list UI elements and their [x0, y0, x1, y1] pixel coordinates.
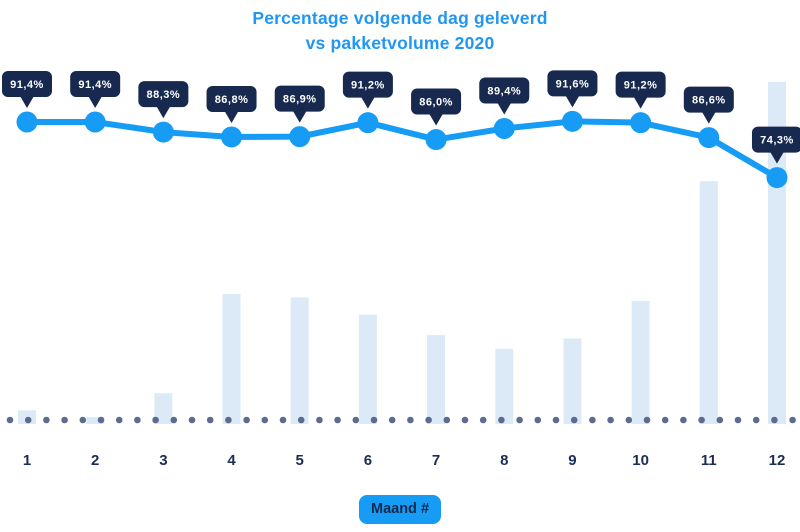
value-badge-month-3: 88,3% — [138, 81, 189, 119]
volume-bar-month-12 — [767, 82, 786, 424]
value-badge-month-10: 91,2% — [615, 71, 666, 109]
line-marker-month-11 — [698, 127, 720, 149]
svg-text:89,4%: 89,4% — [487, 86, 521, 98]
volume-bar-month-6 — [358, 314, 377, 424]
line-marker-month-10 — [630, 112, 652, 134]
svg-text:91,4%: 91,4% — [10, 79, 44, 91]
volume-bar-month-5 — [290, 297, 309, 424]
value-badge-month-2: 91,4% — [70, 71, 121, 108]
line-marker-month-12 — [766, 167, 788, 189]
svg-text:86,8%: 86,8% — [215, 94, 249, 106]
value-badge-month-7: 86,0% — [411, 88, 462, 126]
percentage-line — [24, 118, 780, 181]
x-label-month-1: 1 — [22, 452, 32, 469]
x-label-month-10: 10 — [632, 452, 649, 469]
line-marker-month-6 — [357, 112, 379, 134]
line-marker-month-7 — [425, 129, 447, 151]
value-badge-month-1: 91,4% — [2, 71, 52, 108]
svg-text:91,2%: 91,2% — [351, 80, 385, 92]
value-badge-month-6: 91,2% — [342, 71, 393, 109]
x-label-month-6: 6 — [363, 452, 373, 469]
chart-title-line2: vs pakketvolume 2020 — [305, 33, 495, 53]
line-marker-month-1 — [16, 111, 38, 133]
value-badge-month-12: 74,3% — [751, 126, 800, 164]
x-label-month-9: 9 — [568, 452, 577, 469]
svg-text:86,9%: 86,9% — [283, 94, 317, 106]
volume-bar-month-8 — [495, 348, 514, 424]
value-badge-month-8: 89,4% — [479, 77, 530, 115]
x-label-month-2: 2 — [91, 452, 100, 469]
line-marker-month-9 — [561, 110, 583, 132]
chart-title: Percentage volgende dag geleverd vs pakk… — [0, 6, 800, 56]
value-badge-month-5: 86,9% — [274, 85, 325, 123]
line-marker-month-5 — [289, 126, 311, 148]
value-badge-month-11: 86,6% — [683, 86, 734, 124]
volume-bar-month-9 — [563, 338, 582, 424]
svg-text:91,4%: 91,4% — [78, 79, 112, 91]
svg-text:74,3%: 74,3% — [760, 135, 794, 147]
volume-bar-month-3 — [154, 393, 173, 424]
volume-bar-month-2 — [86, 417, 105, 424]
volume-bar-month-4 — [222, 294, 241, 424]
volume-bar-month-11 — [699, 181, 718, 424]
x-label-month-11: 11 — [700, 452, 717, 469]
x-label-month-8: 8 — [500, 452, 509, 469]
x-label-month-7: 7 — [431, 452, 441, 469]
dotted-baseline — [6, 416, 796, 424]
line-marker-month-4 — [221, 126, 243, 148]
line-marker-month-8 — [493, 118, 515, 139]
volume-bar-month-7 — [427, 335, 446, 424]
chart-title-line1: Percentage volgende dag geleverd — [252, 8, 548, 28]
x-axis-title-badge: Maand # — [358, 495, 442, 524]
value-badge-month-4: 86,8% — [206, 85, 257, 123]
line-marker-month-3 — [152, 121, 174, 143]
x-label-month-5: 5 — [295, 452, 304, 469]
x-label-month-3: 3 — [159, 452, 168, 469]
volume-bar-month-10 — [631, 300, 650, 424]
svg-text:86,0%: 86,0% — [419, 97, 453, 109]
x-label-month-12: 12 — [768, 452, 786, 469]
line-marker-month-2 — [84, 111, 106, 133]
svg-text:88,3%: 88,3% — [147, 89, 181, 101]
svg-text:91,2%: 91,2% — [624, 80, 658, 92]
svg-text:86,6%: 86,6% — [692, 95, 726, 107]
svg-text:91,6%: 91,6% — [556, 78, 590, 90]
x-label-month-4: 4 — [227, 452, 236, 469]
value-badge-month-9: 91,6% — [547, 70, 598, 108]
